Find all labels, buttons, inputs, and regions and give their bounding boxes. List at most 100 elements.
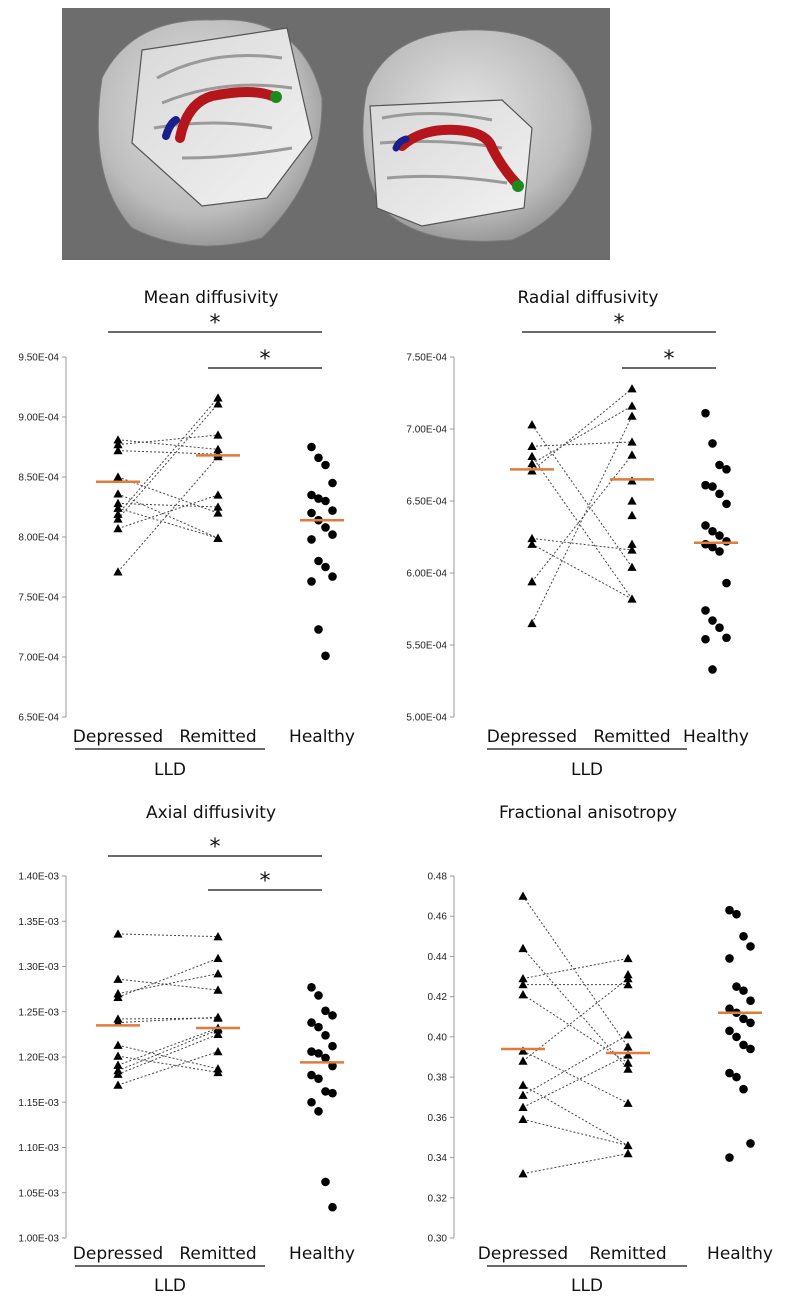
- healthy-point: [321, 1177, 330, 1187]
- depressed-point: [113, 472, 123, 481]
- healthy-point: [321, 496, 330, 506]
- healthy-point: [739, 1084, 748, 1094]
- remitted-point: [213, 444, 223, 454]
- healthy-point: [328, 506, 337, 515]
- healthy-point: [701, 521, 710, 530]
- healthy-point: [307, 577, 316, 586]
- y-tick-label: 0.32: [428, 1193, 448, 1204]
- healthy-point: [328, 530, 337, 539]
- remitted-point: [627, 411, 637, 420]
- y-tick-label: 1.25E-03: [18, 1007, 59, 1018]
- remitted-point: [213, 393, 223, 402]
- chart-title: Fractional anisotropy: [499, 803, 677, 823]
- y-tick-label: 0.48: [428, 872, 448, 883]
- y-tick-label: 6.50E-04: [18, 713, 59, 724]
- depressed-point: [113, 929, 123, 938]
- depressed-point: [518, 980, 528, 989]
- y-tick-label: 8.50E-04: [18, 473, 59, 484]
- depressed-point: [113, 1051, 123, 1060]
- healthy-point: [715, 623, 724, 633]
- y-tick-label: 8.00E-04: [18, 533, 59, 544]
- category-label: Healthy: [707, 1244, 773, 1264]
- pair-line: [522, 1118, 629, 1146]
- category-label: Healthy: [683, 727, 749, 747]
- healthy-point: [715, 547, 724, 556]
- y-tick-label: 7.50E-04: [18, 593, 59, 604]
- remitted-point: [213, 430, 223, 439]
- healthy-point: [321, 460, 330, 470]
- healthy-point: [722, 633, 731, 643]
- depressed-point: [113, 489, 123, 498]
- pair-line: [117, 1051, 219, 1086]
- healthy-point: [307, 490, 316, 500]
- healthy-point: [314, 494, 323, 503]
- healthy-point: [314, 556, 323, 566]
- category-label: Remitted: [179, 1244, 256, 1264]
- remitted-point: [213, 502, 223, 511]
- healthy-point: [307, 442, 316, 452]
- healthy-point: [725, 954, 734, 963]
- pair-line: [117, 957, 219, 998]
- remitted-point: [213, 490, 223, 499]
- y-tick-label: 5.00E-04: [406, 713, 447, 724]
- depressed-point: [518, 1046, 528, 1055]
- remitted-point: [627, 510, 637, 520]
- category-label: Depressed: [478, 1244, 568, 1264]
- healthy-point: [314, 991, 323, 1000]
- healthy-point: [722, 465, 731, 474]
- pair-line: [522, 1084, 629, 1146]
- healthy-point: [746, 942, 755, 951]
- category-label: Healthy: [289, 1244, 355, 1264]
- significance-star: *: [664, 347, 675, 372]
- pair-line: [522, 895, 629, 1048]
- y-tick-label: 1.20E-03: [18, 1053, 59, 1064]
- remitted-point: [623, 1148, 633, 1158]
- remitted-point: [623, 1058, 633, 1067]
- depressed-point: [113, 435, 123, 444]
- healthy-point: [708, 542, 717, 552]
- healthy-point: [725, 1153, 734, 1162]
- pair-line: [522, 948, 629, 1070]
- y-tick-label: 1.30E-03: [18, 962, 59, 973]
- pair-line: [531, 454, 633, 582]
- healthy-point: [715, 531, 724, 540]
- depressed-point: [518, 990, 528, 999]
- healthy-point: [328, 572, 337, 581]
- tract-right: [397, 124, 522, 189]
- healthy-point: [328, 1041, 337, 1051]
- healthy-point: [722, 578, 731, 588]
- remitted-point: [623, 980, 633, 989]
- pair-line: [117, 494, 219, 530]
- pair-line: [522, 1050, 629, 1104]
- pair-line: [531, 543, 633, 600]
- healthy-point: [722, 499, 731, 509]
- healthy-point: [725, 1026, 734, 1036]
- remitted-point: [213, 399, 223, 408]
- significance-star: *: [260, 869, 271, 894]
- remitted-point: [213, 1029, 223, 1039]
- healthy-point: [746, 996, 755, 1005]
- y-tick-label: 0.36: [428, 1113, 448, 1124]
- depressed-point: [113, 1060, 123, 1069]
- pair-line: [522, 1034, 629, 1096]
- depressed-point: [113, 503, 123, 512]
- y-tick-label: 0.46: [428, 912, 448, 923]
- healthy-point: [732, 909, 741, 919]
- y-tick-label: 9.00E-04: [18, 413, 59, 424]
- depressed-point: [518, 1056, 528, 1065]
- healthy-point: [314, 453, 323, 463]
- remitted-point: [213, 533, 223, 542]
- chart-title: Radial diffusivity: [517, 288, 658, 308]
- pair-line: [522, 1153, 629, 1175]
- depressed-point: [518, 1080, 528, 1089]
- y-tick-label: 1.35E-03: [18, 917, 59, 928]
- healthy-point: [307, 508, 316, 518]
- remitted-point: [623, 1064, 633, 1073]
- depressed-point: [113, 974, 123, 983]
- remitted-point: [213, 985, 223, 994]
- remitted-point: [213, 953, 223, 963]
- depressed-point: [113, 524, 123, 533]
- y-tick-label: 0.44: [428, 952, 448, 963]
- depressed-point: [527, 420, 537, 429]
